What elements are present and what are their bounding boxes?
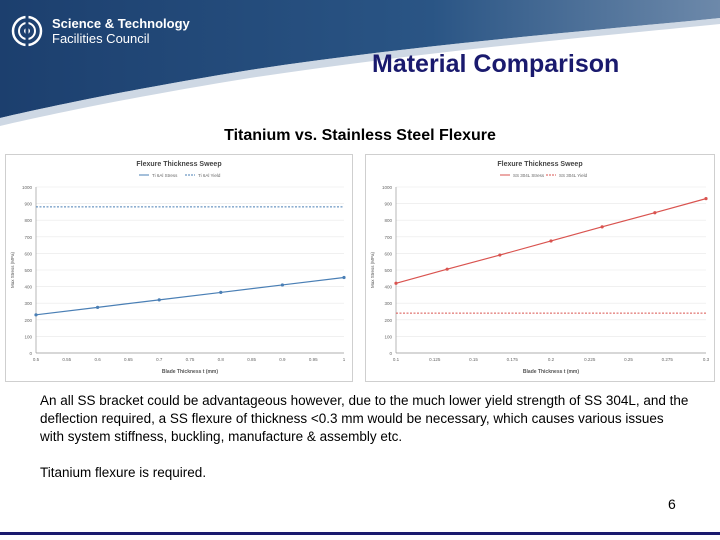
subtitle: Titanium vs. Stainless Steel Flexure	[224, 127, 496, 144]
data-point	[342, 275, 346, 280]
data-point	[498, 253, 502, 257]
y-tick-label: 400	[24, 285, 32, 290]
x-tick-label: 0.85	[247, 357, 256, 362]
titanium-chart: Flexure Thickness Sweep Ti 6Al Stress Ti 6…	[5, 154, 353, 382]
x-tick-label: 0.2	[548, 357, 555, 362]
y-tick-label: 1000	[382, 185, 393, 190]
legend-label: SS 304L Stress	[513, 173, 545, 178]
y-axis-label: Max Stress (MPa)	[10, 252, 15, 289]
x-tick-label: 0.75	[186, 357, 195, 362]
x-tick-label: 0.125	[429, 357, 441, 362]
x-tick-label: 0.175	[507, 357, 519, 362]
x-tick-label: 0.5	[33, 357, 40, 362]
data-point	[394, 281, 398, 285]
y-tick-label: 200	[384, 318, 392, 323]
stfc-logo-icon	[11, 15, 43, 47]
chart-title: Flexure Thickness Sweep	[497, 161, 582, 168]
legend-label: Ti 6Al Stress	[152, 173, 178, 178]
y-tick-label: 900	[384, 202, 392, 207]
chart-title: Flexure Thickness Sweep	[136, 161, 221, 168]
data-point	[653, 211, 657, 215]
data-point	[157, 298, 161, 302]
y-tick-label: 300	[384, 301, 392, 306]
stainless-chart-svg: Flexure Thickness Sweep SS 304L Stress SS …	[370, 161, 710, 375]
x-tick-label: 0.15	[469, 357, 478, 362]
stainless-chart: Flexure Thickness Sweep SS 304L Stress SS …	[365, 154, 715, 382]
stress-line	[35, 276, 345, 316]
x-tick-label: 0.9	[279, 357, 286, 362]
data-point	[445, 267, 449, 271]
data-point	[280, 283, 284, 287]
y-tick-label: 0	[29, 351, 32, 356]
page-number: 6	[668, 496, 676, 512]
y-tick-label: 0	[389, 351, 392, 356]
titanium-chart-svg: Flexure Thickness Sweep Ti 6Al Stress Ti 6…	[10, 161, 346, 375]
y-tick-label: 200	[24, 318, 32, 323]
logo-line1: Science & Technology	[52, 16, 190, 31]
y-tick-label: 300	[24, 301, 32, 306]
x-tick-label: 0.6	[94, 357, 101, 362]
x-tick-label: 0.65	[124, 357, 133, 362]
x-axis-label: Blade Thickness t (mm)	[523, 369, 579, 375]
y-tick-label: 500	[24, 268, 32, 273]
data-point	[549, 239, 553, 243]
y-tick-label: 700	[24, 235, 32, 240]
x-tick-label: 1	[343, 357, 346, 362]
legend-label: SS 304L Yield	[559, 173, 588, 178]
x-tick-label: 0.225	[584, 357, 596, 362]
x-tick-label: 0.25	[624, 357, 633, 362]
data-point	[600, 225, 604, 229]
y-tick-label: 900	[24, 202, 32, 207]
data-point	[34, 313, 38, 317]
y-axis-label: Max Stress (MPa)	[370, 252, 375, 289]
y-tick-label: 100	[384, 334, 392, 339]
x-axis-label: Blade Thickness t (mm)	[162, 369, 218, 375]
data-point	[96, 305, 100, 309]
y-tick-label: 600	[384, 251, 392, 256]
footer-line	[0, 532, 720, 535]
legend-label: Ti 6Al Yield	[198, 173, 221, 178]
body-paragraph-2: Titanium flexure is required.	[40, 465, 207, 480]
y-tick-label: 800	[384, 218, 392, 223]
y-tick-label: 100	[24, 334, 32, 339]
y-tick-label: 600	[24, 251, 32, 256]
y-tick-label: 400	[384, 285, 392, 290]
logo-line2: Facilities Council	[52, 31, 150, 46]
y-tick-label: 700	[384, 235, 392, 240]
y-tick-label: 1000	[22, 185, 33, 190]
header-band	[0, 0, 720, 126]
x-tick-label: 0.275	[662, 357, 674, 362]
body-paragraph-1: An all SS bracket could be advantageous …	[40, 393, 689, 444]
body-text: An all SS bracket could be advantageous …	[40, 392, 690, 482]
x-tick-label: 0.55	[62, 357, 71, 362]
x-tick-label: 0.95	[309, 357, 318, 362]
data-point	[704, 197, 708, 201]
x-tick-label: 0.7	[156, 357, 163, 362]
x-tick-label: 0.8	[218, 357, 225, 362]
x-tick-label: 0.1	[393, 357, 400, 362]
y-tick-label: 800	[24, 218, 32, 223]
y-tick-label: 500	[384, 268, 392, 273]
data-point	[219, 290, 223, 295]
x-tick-label: 0.3	[703, 357, 710, 362]
slide-title: Material Comparison	[372, 50, 620, 78]
stfc-logo: Science & Technology Facilities Council	[10, 14, 190, 48]
